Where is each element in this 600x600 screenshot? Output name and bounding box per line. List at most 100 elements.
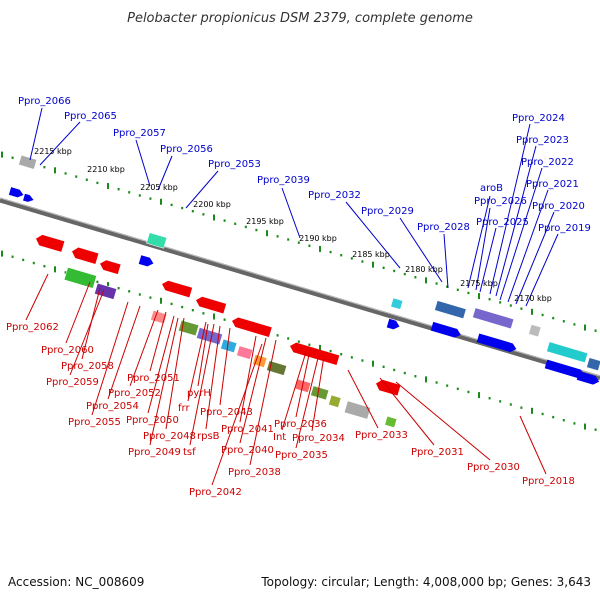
ruler-tick bbox=[234, 222, 237, 225]
ruler-tick bbox=[584, 324, 586, 331]
leader-line bbox=[345, 201, 401, 269]
ruler-tick bbox=[191, 209, 194, 213]
ruler-tick bbox=[435, 381, 438, 384]
gene-block bbox=[546, 341, 589, 364]
leader-line bbox=[499, 167, 543, 301]
ruler-tick bbox=[478, 392, 480, 399]
ruler-tick bbox=[160, 297, 162, 304]
gene-arrow bbox=[290, 342, 340, 366]
gene-arrow bbox=[36, 234, 65, 252]
gene-label: Ppro_2038 bbox=[228, 467, 281, 478]
leader-line bbox=[165, 317, 185, 430]
gene-label: Ppro_2055 bbox=[68, 417, 121, 428]
ruler-tick bbox=[1, 250, 3, 257]
ruler-tick bbox=[414, 375, 417, 378]
gene-label: Ppro_2048 bbox=[143, 431, 196, 442]
ruler-tick bbox=[128, 191, 131, 194]
gene-arrow bbox=[138, 255, 154, 267]
reverse-gene-labels: Ppro_2062 Ppro_2060 Ppro_2058 Ppro_2059 … bbox=[6, 322, 575, 498]
ruler-tick bbox=[297, 340, 300, 343]
ruler-tick bbox=[382, 266, 385, 270]
ruler-tick bbox=[573, 323, 576, 326]
ruler-tick bbox=[467, 291, 470, 295]
ruler-tick bbox=[117, 286, 120, 290]
ruler-label: 2175 kbp bbox=[460, 279, 498, 288]
ruler-tick bbox=[107, 183, 109, 190]
outer-ruler-ticks bbox=[1, 151, 597, 332]
gene-label: Ppro_2022 bbox=[521, 157, 574, 168]
gene-label: Ppro_2041 bbox=[221, 424, 274, 435]
ruler-tick bbox=[54, 167, 56, 174]
ruler-tick bbox=[329, 349, 332, 353]
gene-label: Ppro_2032 bbox=[308, 190, 361, 201]
ruler-tick bbox=[128, 290, 131, 293]
ruler-tick bbox=[425, 277, 427, 284]
leader-line bbox=[525, 233, 559, 307]
leader-line bbox=[135, 139, 151, 187]
leader-line bbox=[379, 377, 435, 446]
gene-label: Ppro_2043 bbox=[200, 407, 253, 418]
ruler-tick bbox=[223, 318, 226, 321]
leader-line bbox=[311, 355, 325, 432]
leader-line bbox=[65, 281, 91, 344]
ruler-label: 2170 kbp bbox=[514, 294, 552, 303]
leader-line bbox=[239, 335, 257, 423]
ruler-tick bbox=[456, 288, 459, 292]
ruler-tick bbox=[276, 334, 279, 337]
ruler-tick bbox=[531, 407, 533, 414]
ruler-tick bbox=[11, 255, 14, 258]
ruler-tick bbox=[308, 244, 311, 247]
gene-label: Ppro_2030 bbox=[467, 462, 520, 473]
gene-block bbox=[94, 282, 118, 300]
ruler-tick bbox=[488, 298, 491, 301]
leader-line bbox=[147, 315, 175, 414]
gene-block bbox=[63, 267, 97, 289]
leader-line bbox=[495, 145, 537, 297]
ruler-tick bbox=[75, 175, 78, 178]
leader-line bbox=[129, 309, 159, 387]
ruler-tick bbox=[64, 271, 67, 274]
ruler-tick bbox=[478, 293, 480, 300]
gene-label: Ppro_2050 bbox=[126, 415, 179, 426]
gene-label: Ppro_2031 bbox=[411, 447, 464, 458]
ruler-tick bbox=[287, 337, 290, 340]
gene-label: Ppro_2042 bbox=[189, 487, 242, 498]
gene-label: Ppro_2021 bbox=[526, 179, 579, 190]
gene-label: Ppro_2062 bbox=[6, 322, 59, 333]
leader-line bbox=[281, 351, 307, 431]
gene-label: Ppro_2020 bbox=[532, 201, 585, 212]
gene-label: Ppro_2028 bbox=[417, 222, 470, 233]
ruler-tick bbox=[170, 302, 173, 306]
leader-line bbox=[197, 323, 209, 387]
gene-block bbox=[586, 357, 600, 371]
ruler-tick bbox=[138, 293, 141, 296]
ruler-tick bbox=[319, 245, 321, 252]
ruler-tick bbox=[594, 428, 597, 431]
gene-label: Ppro_2049 bbox=[128, 447, 181, 458]
ruler-tick bbox=[340, 254, 343, 257]
ruler-tick bbox=[138, 194, 141, 197]
ruler-tick bbox=[276, 235, 279, 238]
ruler-tick bbox=[297, 241, 300, 244]
leader-line bbox=[189, 323, 215, 446]
ruler-tick bbox=[191, 308, 194, 312]
gene-label: Ppro_2066 bbox=[18, 96, 71, 107]
map-title: Pelobacter propionicus DSM 2379, complet… bbox=[127, 11, 473, 26]
ruler-tick bbox=[181, 206, 184, 210]
gene-block bbox=[390, 297, 404, 310]
gene-block bbox=[266, 360, 287, 376]
leader-line bbox=[249, 339, 277, 466]
gene-label: Ppro_2035 bbox=[275, 450, 328, 461]
gene-label: Ppro_2065 bbox=[64, 111, 117, 122]
ruler-tick bbox=[107, 282, 109, 289]
ruler-tick bbox=[509, 403, 512, 406]
gene-arrow bbox=[196, 296, 227, 314]
gene-block bbox=[236, 345, 254, 360]
ruler-tick bbox=[520, 406, 523, 409]
ruler-tick bbox=[340, 353, 343, 356]
ruler-tick bbox=[11, 156, 14, 159]
ruler-tick bbox=[573, 422, 576, 425]
leader-line bbox=[479, 227, 497, 293]
leader-line bbox=[507, 189, 549, 303]
